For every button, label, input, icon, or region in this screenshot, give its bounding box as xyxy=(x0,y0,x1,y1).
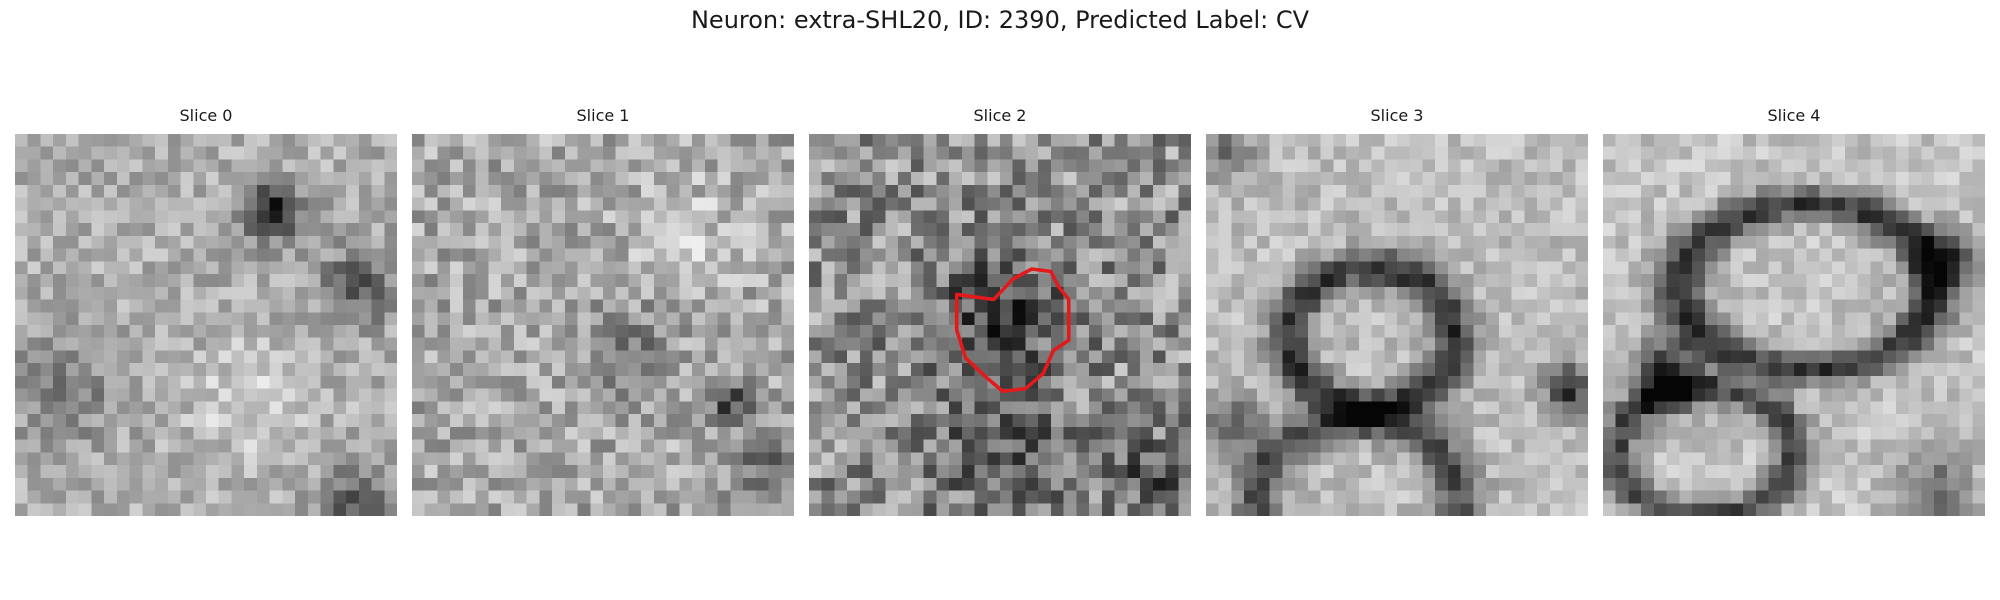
segmentation-contour xyxy=(954,267,1071,393)
slice-image xyxy=(1603,134,1985,516)
slice-image xyxy=(809,134,1191,516)
slice-title: Slice 1 xyxy=(576,106,630,125)
slice-title: Slice 2 xyxy=(973,106,1027,125)
slice-image xyxy=(15,134,397,516)
figure-title: Neuron: extra-SHL20, ID: 2390, Predicted… xyxy=(690,6,1310,34)
slice-title: Slice 4 xyxy=(1767,106,1821,125)
slice-title: Slice 3 xyxy=(1370,106,1424,125)
slice-title: Slice 0 xyxy=(179,106,233,125)
slice-image xyxy=(412,134,794,516)
slice-image xyxy=(1206,134,1588,516)
